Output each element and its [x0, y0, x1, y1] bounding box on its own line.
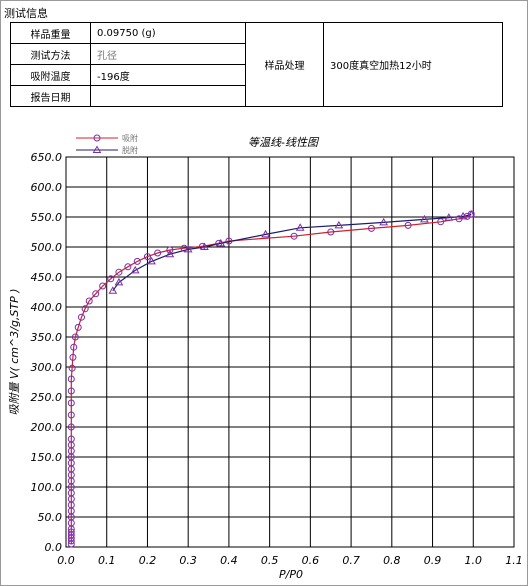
y-tick-label: 0.0 — [45, 541, 63, 554]
info-row-date: 报告日期 — [10, 85, 503, 107]
desorption-point — [444, 213, 454, 221]
adsorption-point — [67, 423, 75, 431]
x-axis-label: P/P0 — [279, 568, 303, 581]
y-tick-label: 250.0 — [31, 391, 63, 404]
x-tick-label: 0.1 — [98, 554, 116, 567]
desorption-point — [261, 229, 270, 238]
desorption-point — [147, 256, 156, 265]
adsorption-point — [166, 246, 174, 254]
y-tick-label: 50.0 — [38, 511, 63, 524]
x-tick-label: 1.0 — [465, 554, 483, 567]
y-tick-label: 200.0 — [31, 421, 63, 434]
legend: 吸附 脱附 — [76, 133, 138, 155]
adsorption-point — [133, 257, 141, 265]
info-row-weight: 样品重量 0.09750 (g) 样品处理 300度真空加热12小时 — [10, 22, 503, 107]
x-tick-label: 0.3 — [179, 554, 197, 567]
adsorption-point — [92, 290, 100, 298]
y-tick-label: 400.0 — [31, 301, 63, 314]
legend-desorption-marker — [92, 145, 102, 153]
y-tick-label: 650.0 — [31, 151, 63, 164]
adsorption-point — [67, 435, 75, 443]
adsorption-point — [67, 387, 75, 395]
grid — [65, 156, 515, 548]
series-layer — [67, 210, 476, 548]
y-axis-label: 吸附量 V( cm^3/g,STP ) — [8, 288, 21, 415]
y-tick-label: 150.0 — [31, 451, 63, 464]
desorption-point — [165, 249, 175, 258]
desorption-point — [295, 223, 305, 231]
chart-title: 等温线-线性图 — [248, 136, 320, 149]
desorption-point — [183, 244, 193, 253]
adsorption-point — [143, 253, 151, 261]
adsorption-point — [327, 228, 335, 236]
y-tick-label: 350.0 — [31, 331, 63, 344]
date-label: 报告日期 — [10, 85, 91, 107]
adsorption-point — [77, 313, 85, 321]
adsorption-point — [154, 249, 162, 257]
plot-border — [65, 156, 515, 548]
adsorption-point — [74, 323, 82, 331]
x-tick-label: 0.9 — [424, 554, 442, 567]
desorption-point — [420, 214, 429, 223]
y-tick-label: 450.0 — [31, 271, 63, 284]
adsorption-point — [115, 268, 123, 276]
adsorption-point — [67, 411, 75, 419]
y-tick-label: 300.0 — [31, 361, 63, 374]
x-tick-label: 0.2 — [139, 554, 157, 567]
desorption-point — [200, 242, 209, 250]
adsorption-point — [67, 375, 75, 383]
legend-adsorption-marker — [93, 134, 101, 142]
adsorption-point — [69, 353, 77, 361]
series-line-desorption — [112, 214, 472, 292]
desorption-point — [216, 238, 226, 247]
y-tick-label: 500.0 — [31, 241, 63, 254]
date-value — [90, 85, 246, 107]
section-title: 测试信息 — [4, 7, 48, 20]
desorption-point — [130, 265, 140, 274]
info-row-temperature: 吸附温度 -196度 — [10, 64, 503, 86]
info-row-method: 测试方法 孔径 — [10, 43, 503, 65]
adsorption-point — [225, 237, 233, 245]
adsorption-point — [124, 263, 132, 271]
desorption-point — [114, 277, 124, 286]
desorption-point — [458, 211, 468, 220]
x-tick-label: 0.4 — [220, 554, 238, 567]
adsorption-point — [81, 305, 89, 313]
adsorption-point — [437, 218, 445, 226]
adsorption-point — [71, 333, 79, 341]
desorption-point — [466, 210, 476, 218]
x-tick-label: 1.1 — [505, 554, 523, 567]
y-tick-label: 550.0 — [31, 211, 63, 224]
desorption-point — [334, 220, 344, 229]
y-tick-label: 600.0 — [31, 181, 63, 194]
adsorption-point — [404, 221, 412, 229]
desorption-point — [108, 286, 118, 294]
desorption-point — [379, 217, 389, 226]
treatment-value: 300度真空加热12小时 — [323, 22, 503, 107]
adsorption-point — [99, 282, 107, 290]
adsorption-point — [68, 364, 76, 372]
info-table: 样品重量 0.09750 (g) 样品处理 300度真空加热12小时 测试方法 … — [10, 22, 503, 107]
legend-desorption-label: 脱附 — [122, 145, 138, 155]
x-tick-label: 0.8 — [383, 554, 401, 567]
adsorption-point — [70, 343, 78, 351]
x-tick-label: 0.5 — [261, 554, 279, 567]
x-tick-label: 0.0 — [57, 554, 75, 567]
adsorption-point — [290, 232, 298, 240]
legend-adsorption-label: 吸附 — [122, 133, 138, 143]
adsorption-point — [107, 275, 115, 283]
y-tick-label: 100.0 — [31, 481, 63, 494]
adsorption-point — [85, 297, 93, 305]
adsorption-point — [67, 399, 75, 407]
x-tick-label: 0.7 — [342, 554, 360, 567]
adsorption-point — [367, 224, 375, 232]
tick-labels: 0.0 0.1 0.2 0.3 0.4 0.5 0.6 0.7 0.8 0.9 1.0 1.1 0.0 5… — [31, 151, 523, 567]
x-tick-label: 0.6 — [302, 554, 320, 567]
series-line-adsorption — [70, 213, 472, 544]
adsorption-point — [67, 528, 75, 536]
